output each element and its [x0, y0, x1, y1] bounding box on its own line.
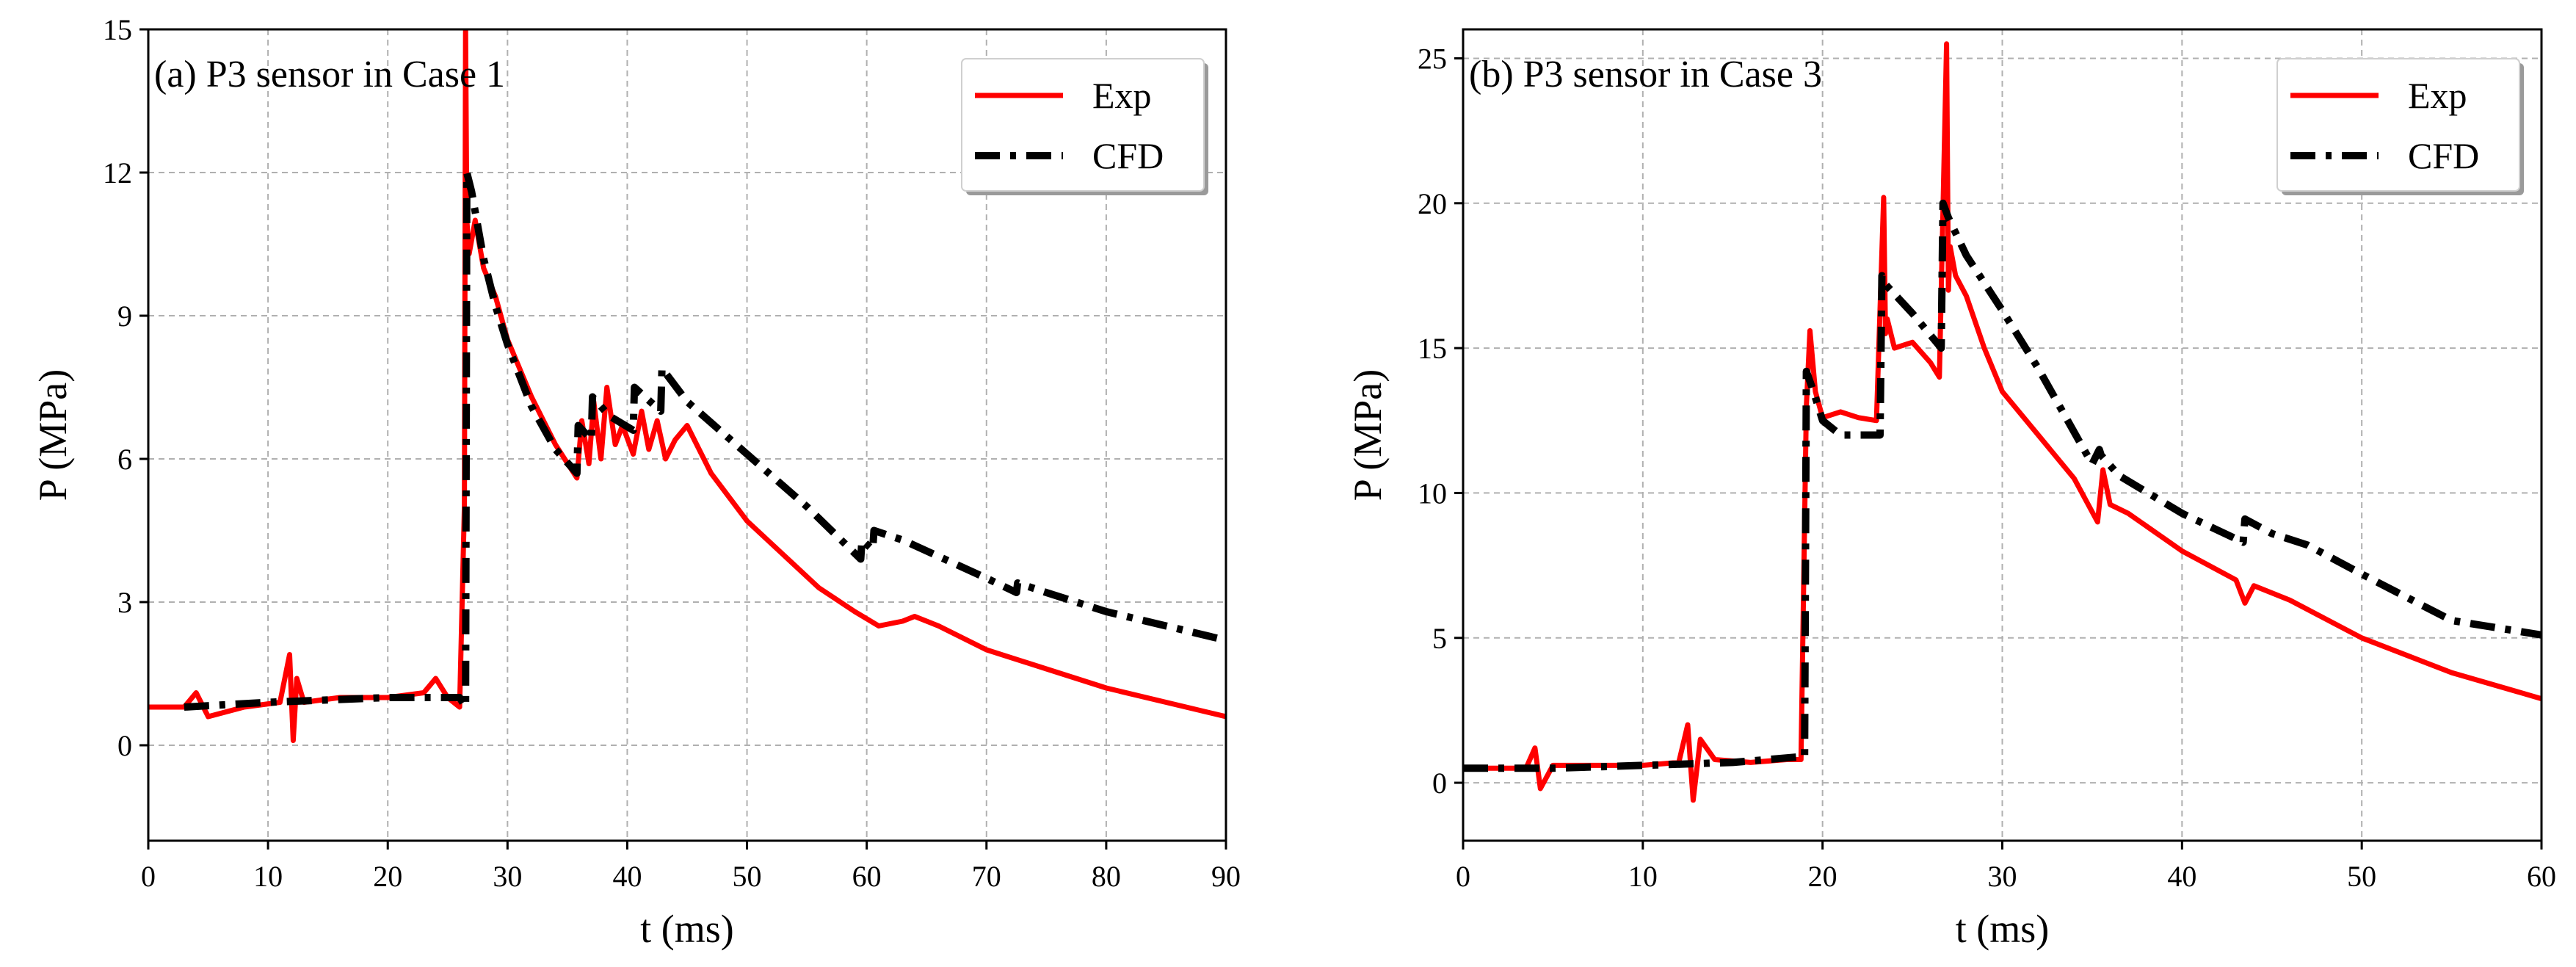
y-tick-label: 12 [103, 156, 132, 189]
x-tick-label: 40 [612, 860, 642, 893]
y-tick-label: 0 [117, 729, 132, 762]
x-axis-label: t (ms) [640, 907, 734, 951]
x-tick-label: 0 [141, 860, 156, 893]
y-tick-label: 20 [1418, 187, 1447, 220]
legend-label-exp: Exp [1092, 75, 1152, 116]
plot-area [148, 29, 1226, 743]
x-tick-label: 20 [1808, 860, 1837, 893]
x-tick-label: 0 [1456, 860, 1470, 893]
x-tick-label: 40 [2167, 860, 2196, 893]
plot-area [1463, 41, 2541, 803]
panel-title: (a) P3 sensor in Case 1 [154, 54, 505, 95]
legend-label-exp: Exp [2408, 75, 2467, 116]
series-line-exp [1463, 41, 2541, 803]
series-line-cfd [184, 169, 1226, 711]
axes-frame [147, 28, 1227, 842]
legend: Exp CFD [961, 58, 1208, 195]
x-tick-label: 60 [2527, 860, 2556, 893]
y-tick-label: 15 [1418, 332, 1447, 365]
y-tick-label: 0 [1432, 767, 1447, 800]
y-tick-label: 3 [117, 586, 132, 619]
x-tick-label: 60 [852, 860, 882, 893]
y-tick-label: 6 [117, 443, 132, 476]
x-tick-label: 10 [253, 860, 283, 893]
y-tick-label: 15 [103, 13, 132, 46]
panel-title: (b) P3 sensor in Case 3 [1469, 54, 1822, 95]
legend-box [961, 58, 1205, 192]
y-axis-label: P (MPa) [1346, 369, 1390, 501]
x-tick-label: 70 [972, 860, 1001, 893]
legend: Exp CFD [2276, 58, 2524, 195]
x-tick-label: 20 [373, 860, 402, 893]
x-tick-label: 90 [1211, 860, 1241, 893]
x-tick-label: 50 [733, 860, 762, 893]
y-tick-label: 5 [1432, 622, 1447, 655]
legend-label-cfd: CFD [1092, 135, 1164, 176]
x-axis-label: t (ms) [1956, 907, 2050, 951]
x-tick-label: 30 [493, 860, 522, 893]
y-tick-label: 9 [117, 300, 132, 333]
legend-box [2276, 58, 2520, 192]
chart-panel-a: 0 10 20 30 40 50 60 70 80 90 0 3 6 9 12 15 t (ms) P (MPa)… [31, 13, 1241, 951]
y-tick-label: 25 [1418, 42, 1447, 75]
x-tick-label: 50 [2347, 860, 2376, 893]
y-axis-label: P (MPa) [31, 369, 75, 501]
legend-label-cfd: CFD [2408, 135, 2479, 176]
chart-panel-b: 0 10 20 30 40 50 60 0 5 10 15 20 25 t (ms) P (MPa) (b) … [1346, 28, 2556, 951]
x-tick-label: 80 [1092, 860, 1121, 893]
series-line-cfd [1463, 199, 2541, 772]
x-tick-label: 10 [1628, 860, 1658, 893]
x-tick-label: 30 [1988, 860, 2017, 893]
y-tick-label: 10 [1418, 477, 1447, 510]
